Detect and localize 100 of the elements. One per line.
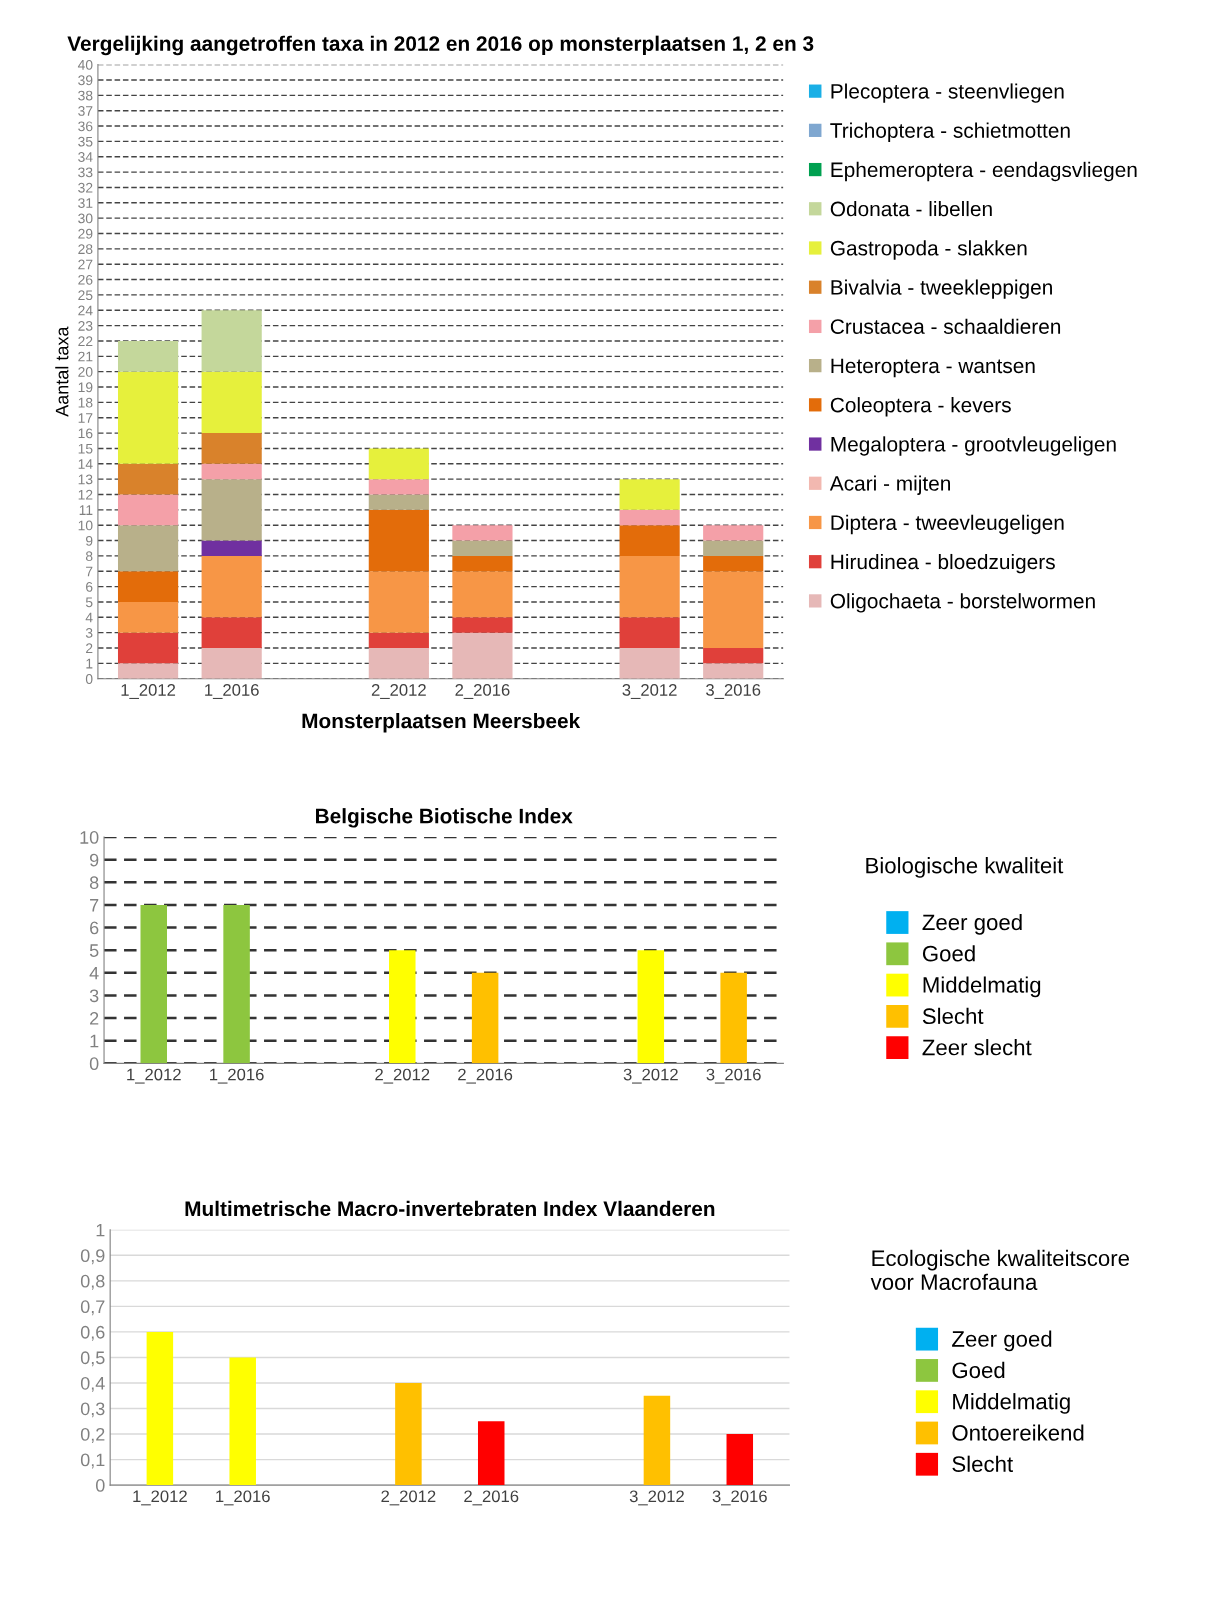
y-tick-label: 38: [78, 90, 93, 101]
y-tick-label: 7: [90, 899, 99, 912]
y-tick-label: 18: [78, 397, 93, 408]
x-tick-label: 1_2012: [127, 1068, 181, 1084]
bar: [201, 555, 262, 618]
y-tick-label: 0,8: [80, 1274, 105, 1290]
bar: [201, 648, 262, 679]
y-tick-label: 0,4: [80, 1376, 105, 1392]
y-tick-label: 40: [77, 59, 93, 70]
bar: [368, 648, 429, 679]
legend-label: Diptera - tweevleugeligen: [831, 514, 1064, 535]
x-tick-label: 1_2016: [205, 684, 259, 699]
bar: [619, 617, 680, 649]
y-tick-label: 7: [86, 566, 93, 577]
y-tick-label: 5: [85, 597, 93, 608]
bar: [389, 950, 416, 1064]
y-tick-label: 0,2: [80, 1427, 105, 1443]
legend-label: Gastropoda - slakken: [830, 240, 1027, 260]
bar: [452, 617, 513, 633]
bar: [223, 904, 250, 1064]
bar: [395, 1382, 422, 1486]
x-tick-label: 2_2012: [375, 1068, 430, 1084]
bar: [703, 571, 764, 649]
bar: [452, 571, 513, 618]
bar: [117, 663, 179, 679]
bar: [140, 904, 167, 1064]
x-tick-label: 1_2016: [210, 1068, 264, 1084]
x-tick-label: 2_2012: [381, 1490, 436, 1506]
bar: [201, 463, 262, 480]
y-tick-label: 0,1: [80, 1453, 105, 1469]
y-tick-label: 1: [86, 658, 93, 669]
y-tick-label: 17: [78, 413, 93, 423]
y-tick-label: 30: [78, 213, 93, 224]
y-axis-title: Aantal taxa: [55, 326, 69, 417]
bar: [117, 371, 179, 464]
y-tick-label: 0,7: [80, 1300, 105, 1316]
y-tick-label: 0: [95, 1479, 105, 1492]
legend-label: Slecht: [952, 1455, 1013, 1472]
bar: [146, 1331, 174, 1486]
bar: [619, 525, 680, 556]
bar: [452, 525, 513, 541]
bar: [619, 479, 680, 510]
y-tick-label: 37: [78, 106, 93, 116]
bar: [201, 371, 262, 434]
bar: [452, 540, 513, 556]
y-tick-label: 9: [85, 535, 93, 546]
chart-title: Vergelijking aangetroffen taxa in 2012 en 2016 op monsterplaatsen 1, 2 en 3: [67, 35, 814, 56]
chart-title: Multimetrische Macro-invertebraten Index Vlaanderen: [185, 1200, 715, 1217]
chart-title: Belgische Biotische Index: [316, 808, 573, 828]
y-tick-label: 1: [96, 1223, 105, 1237]
legend-label: Zeer goed: [952, 1330, 1052, 1352]
y-tick-label: 33: [78, 167, 93, 178]
bar: [452, 632, 513, 679]
y-tick-label: 9: [89, 853, 99, 867]
y-tick-label: 32: [78, 182, 93, 193]
y-tick-label: 2: [86, 643, 93, 654]
y-tick-label: 6: [90, 921, 99, 935]
x-tick-label: 3_2012: [622, 684, 677, 699]
bar: [201, 433, 262, 464]
y-tick-label: 29: [78, 228, 93, 239]
bar: [201, 310, 262, 372]
bar: [368, 448, 429, 480]
y-tick-label: 0: [89, 1057, 99, 1071]
bar: [368, 494, 429, 510]
bar: [726, 1434, 754, 1486]
bar: [117, 632, 179, 664]
legend-label: Coleoptera - kevers: [830, 397, 1011, 417]
y-tick-label: 5: [89, 944, 99, 957]
y-tick-label: 19: [78, 382, 93, 393]
legend-label: Heteroptera - wantsen: [831, 358, 1035, 378]
legend-label: Goed: [952, 1361, 1005, 1379]
bar: [477, 1421, 505, 1486]
y-tick-label: 12: [78, 489, 93, 500]
legend-label: Middelmatig: [923, 976, 1041, 998]
y-tick-label: 28: [78, 244, 93, 255]
y-tick-label: 36: [78, 121, 93, 132]
y-tick-label: 2: [90, 1012, 99, 1025]
bar: [117, 571, 179, 602]
legend-label: Hirudinea - bloedzuigers: [831, 553, 1055, 574]
bar: [643, 1395, 671, 1486]
x-tick-label: 1_2016: [216, 1490, 270, 1506]
y-tick-label: 0,3: [80, 1402, 105, 1418]
bar: [117, 525, 179, 572]
x-tick-label: 1_2012: [121, 684, 176, 699]
bar: [619, 509, 680, 526]
y-tick-label: 8: [89, 876, 99, 890]
legend-label: Plecoptera - steenvliegen: [831, 83, 1064, 103]
bar: [117, 340, 179, 372]
y-tick-label: 10: [80, 831, 99, 844]
x-tick-label: 3_2016: [712, 1490, 767, 1506]
y-tick-label: 35: [78, 136, 93, 147]
x-tick-label: 2_2016: [458, 1068, 513, 1084]
y-tick-label: 3: [85, 628, 93, 638]
y-tick-label: 10: [78, 520, 93, 531]
bar: [368, 571, 429, 633]
y-tick-label: 22: [78, 336, 93, 347]
legend-label: Goed: [922, 945, 975, 962]
y-tick-label: 4: [89, 966, 99, 980]
bar: [703, 540, 764, 556]
legend-label: Odonata - libellen: [830, 201, 992, 217]
